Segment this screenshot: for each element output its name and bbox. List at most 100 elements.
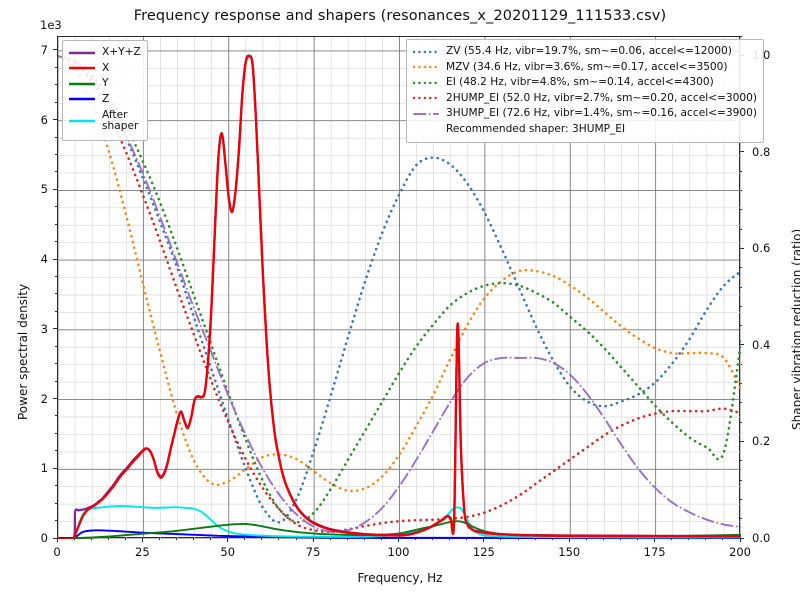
y-right-tick-label-0-8: 0.8: [752, 144, 771, 159]
tick-mark: [54, 66, 57, 68]
tick-mark: [54, 136, 57, 138]
series-legend-item[interactable]: Z: [69, 92, 141, 108]
shaper-legend-item[interactable]: 3HUMP_EI (72.6 Hz, vibr=1.4%, sm~=0.16, …: [413, 106, 757, 122]
legend-item-label: X+Y+Z: [102, 46, 141, 59]
series-legend-item[interactable]: Y: [69, 76, 141, 92]
shaper-curve-ei: [58, 55, 741, 524]
tick-mark: [739, 538, 741, 542]
tick-mark: [261, 538, 263, 541]
tick-mark: [244, 538, 246, 541]
x-tick-label-25: 25: [135, 545, 150, 559]
tick-mark: [740, 537, 744, 539]
tick-mark: [740, 305, 743, 307]
legend-line-sample-icon: [413, 108, 439, 120]
tick-mark: [449, 538, 451, 541]
tick-mark: [227, 538, 229, 542]
tick-mark: [346, 538, 348, 541]
tick-mark: [54, 223, 57, 225]
tick-mark: [551, 538, 553, 541]
tick-mark: [54, 380, 57, 382]
tick-mark: [54, 293, 57, 295]
shaper-legend-item[interactable]: EI (48.2 Hz, vibr=4.8%, sm~=0.14, accel<…: [413, 75, 757, 91]
psd-curve-x: [58, 55, 741, 539]
tick-mark: [602, 538, 604, 541]
tick-mark: [740, 151, 744, 153]
y-left-tick-label-6: 6: [40, 112, 48, 127]
tick-mark: [517, 538, 519, 541]
tick-mark: [671, 538, 673, 541]
tick-mark: [158, 538, 160, 541]
tick-mark: [54, 345, 57, 347]
chart-title: Frequency response and shapers (resonanc…: [133, 8, 667, 24]
tick-mark: [53, 119, 57, 121]
tick-mark: [740, 460, 743, 462]
series-legend-item[interactable]: After shaper: [69, 107, 141, 135]
shaper-legend-item[interactable]: 2HUMP_EI (52.0 Hz, vibr=2.7%, sm~=0.20, …: [413, 91, 757, 107]
tick-mark: [54, 310, 57, 312]
legend-item-label: EI (48.2 Hz, vibr=4.8%, sm~=0.14, accel<…: [446, 76, 714, 89]
x-tick-label-100: 100: [387, 545, 410, 559]
tick-mark: [54, 241, 57, 243]
y-right-tick-label-0-0: 0.0: [752, 531, 771, 545]
x-tick-label-0: 0: [53, 545, 61, 559]
tick-mark: [740, 402, 743, 404]
legend-line-sample-icon: [69, 47, 95, 59]
legend-line-sample-icon: [413, 61, 439, 73]
tick-mark: [193, 538, 195, 541]
legend-item-label: 2HUMP_EI (52.0 Hz, vibr=2.7%, sm~=0.20, …: [446, 91, 757, 104]
tick-mark: [637, 538, 639, 541]
tick-mark: [278, 538, 280, 541]
legend-item-label: Z: [102, 92, 110, 105]
tick-mark: [363, 538, 365, 541]
y-left-tick-label-3: 3: [40, 321, 48, 336]
tick-mark: [53, 537, 57, 539]
x-tick-label-50: 50: [220, 545, 236, 559]
tick-mark: [466, 538, 468, 541]
tick-mark: [740, 479, 743, 481]
tick-mark: [483, 538, 485, 542]
tick-mark: [107, 538, 109, 541]
psd-curve-after-shaper: [58, 505, 741, 539]
y-left-tick-label-5: 5: [40, 182, 48, 197]
tick-mark: [705, 538, 707, 541]
tick-mark: [90, 538, 92, 541]
y-axis-right-label: Shaper vibration reduction (ratio): [790, 228, 800, 430]
tick-mark: [568, 538, 570, 542]
series-legend-item[interactable]: X: [69, 61, 141, 77]
tick-mark: [740, 421, 743, 423]
tick-mark: [740, 267, 743, 269]
tick-mark: [740, 498, 743, 500]
legend-item-label: X: [102, 61, 110, 74]
y-right-tick-label-0-6: 0.6: [752, 241, 771, 256]
recommended-shaper-note: Recommended shaper: 3HUMP_EI: [446, 122, 626, 135]
tick-mark: [500, 538, 502, 541]
x-tick-label-75: 75: [305, 545, 321, 559]
shaper-legend-item[interactable]: MZV (34.6 Hz, vibr=3.6%, sm~=0.17, accel…: [413, 60, 757, 76]
legend-item-label: ZV (55.4 Hz, vibr=19.7%, sm~=0.06, accel…: [446, 45, 732, 58]
tick-mark: [722, 538, 724, 541]
x-tick-label-150: 150: [558, 545, 581, 559]
tick-mark: [740, 344, 744, 346]
series-legend-item[interactable]: X+Y+Z: [69, 45, 141, 61]
shaper-curve-3hump_ei: [58, 55, 741, 533]
tick-mark: [54, 84, 57, 86]
tick-mark: [54, 450, 57, 452]
tick-mark: [740, 286, 743, 288]
legend-item-label: 3HUMP_EI (72.6 Hz, vibr=1.4%, sm~=0.16, …: [446, 107, 757, 120]
y-left-tick-label-1: 1: [40, 461, 48, 476]
tick-mark: [53, 398, 57, 400]
tick-mark: [54, 171, 57, 173]
shaper-legend-item[interactable]: ZV (55.4 Hz, vibr=19.7%, sm~=0.06, accel…: [413, 44, 757, 60]
tick-mark: [176, 538, 178, 541]
tick-mark: [54, 363, 57, 365]
tick-mark: [740, 170, 743, 172]
x-tick-label-200: 200: [729, 545, 751, 559]
legend-line-sample-icon: [413, 92, 439, 104]
legend-line-sample-icon: [69, 78, 95, 90]
tick-mark: [380, 538, 382, 541]
shaper-curve-mzv: [58, 55, 741, 493]
tick-mark: [585, 538, 587, 541]
tick-mark: [54, 485, 57, 487]
tick-mark: [295, 538, 297, 541]
legend-line-sample-icon: [413, 77, 439, 89]
